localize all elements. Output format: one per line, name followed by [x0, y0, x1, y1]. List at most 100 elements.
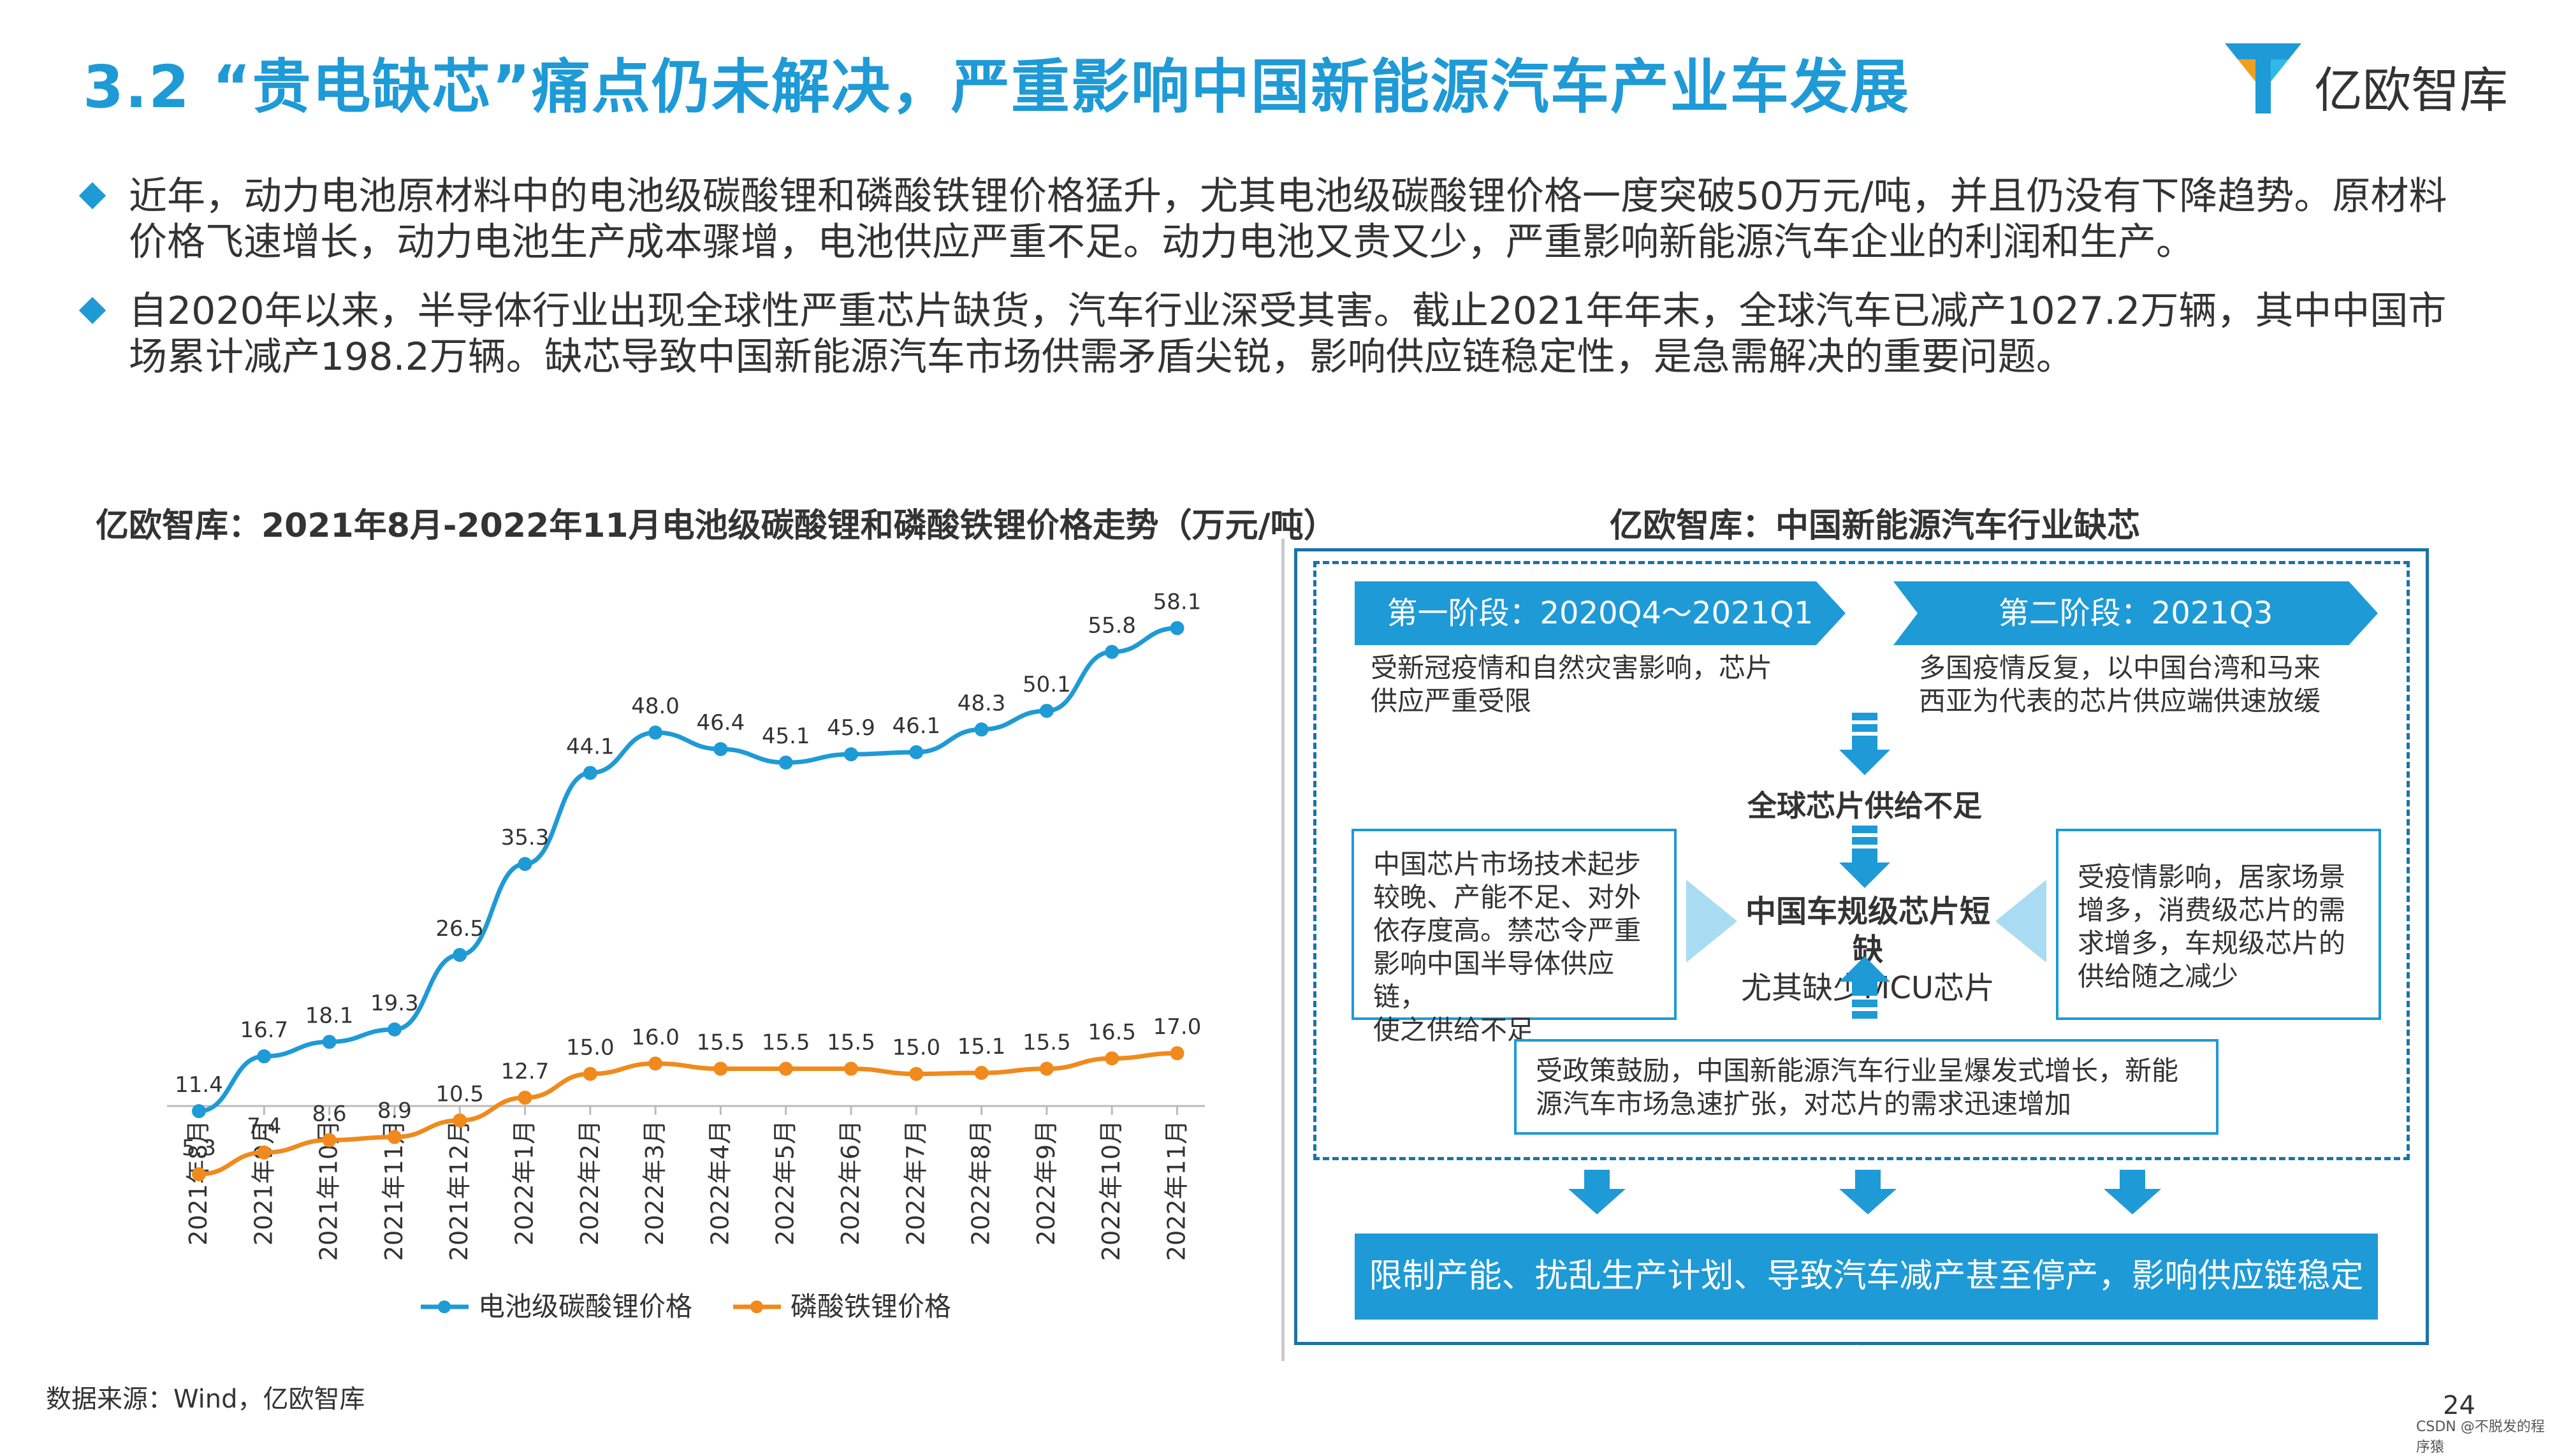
stage2-description: 多国疫情反复，以中国台湾和马来 西亚为代表的芯片供应端供速放缓	[1919, 652, 2321, 717]
down-arrow-icon	[1839, 713, 1890, 775]
x-tick-label: 2021年8月	[184, 1120, 212, 1246]
data-point	[1039, 1061, 1054, 1076]
legend-label: 磷酸铁锂价格	[790, 1291, 951, 1322]
data-label: 15.0	[892, 1035, 940, 1061]
left-cause-box: 中国芯片市场技术起步 较晚、产能不足、对外 依存度高。禁芯令严重 影响中国半导体…	[1352, 829, 1677, 1045]
data-point	[778, 1061, 793, 1076]
data-label: 11.4	[175, 1072, 223, 1098]
up-arrow-icon	[1839, 956, 1890, 1019]
diagram-dashed-frame	[1313, 561, 2410, 1160]
data-point	[387, 1130, 402, 1144]
data-label: 8.9	[377, 1098, 412, 1124]
x-tick-label: 2021年9月	[249, 1120, 277, 1246]
data-point	[583, 766, 597, 780]
data-label: 26.5	[435, 916, 484, 942]
data-label: 50.1	[1023, 672, 1071, 697]
bullet-text: 近年，动力电池原材料中的电池级碳酸锂和磷酸铁锂价格猛升，尤其电池级碳酸锂价格一度…	[129, 174, 2447, 265]
data-point	[1170, 621, 1184, 636]
x-tick-label: 2022年10月	[1097, 1120, 1125, 1261]
data-label: 48.0	[631, 694, 680, 719]
stage1-arrow: 第一阶段：2020Q4～2021Q1	[1355, 581, 1846, 645]
data-label: 35.3	[501, 825, 550, 850]
data-point	[257, 1049, 272, 1064]
logo: 亿欧智库	[2218, 37, 2508, 120]
down-arrow-icon	[1568, 1170, 1626, 1214]
data-label: 16.7	[240, 1017, 288, 1043]
data-point	[387, 1022, 402, 1037]
data-point	[778, 755, 793, 770]
price-trend-chart: 2021年8月 2021年9月 2021年10月 2021年11月 2021年12月 20…	[167, 589, 1205, 1322]
data-label: 15.5	[827, 1030, 875, 1056]
legend-marker	[438, 1300, 451, 1313]
chart-title: 亿欧智库：2021年8月-2022年11月电池级碳酸锂和磷酸铁锂价格走势（万元/…	[96, 507, 1337, 545]
x-tick-label: 2022年4月	[706, 1120, 734, 1246]
data-point	[1105, 644, 1119, 659]
data-point	[518, 857, 532, 871]
data-label: 7.4	[247, 1114, 281, 1139]
data-label: 8.6	[312, 1101, 347, 1126]
data-point	[974, 1065, 989, 1080]
bullet-item: 自2020年以来，半导体行业出现全球性严重芯片缺货，汽车行业深受其害。截止202…	[78, 288, 2480, 380]
data-label: 55.8	[1088, 613, 1136, 639]
data-label: 46.4	[697, 710, 745, 736]
bullet-text: 自2020年以来，半导体行业出现全球性严重芯片缺货，汽车行业深受其害。截止202…	[129, 289, 2447, 379]
data-source: 数据来源：Wind，亿欧智库	[46, 1385, 365, 1414]
x-tick-label: 2022年5月	[771, 1120, 799, 1246]
policy-demand-box: 受政策鼓励，中国新能源汽车行业呈爆发式增长，新能 源汽车市场急速扩张，对芯片的需…	[1514, 1039, 2218, 1135]
left-arrow-icon	[1995, 880, 2046, 963]
data-point	[713, 1061, 728, 1076]
section-divider	[1281, 539, 1285, 1361]
x-tick-label: 2022年7月	[901, 1120, 929, 1246]
data-point	[583, 1067, 597, 1081]
data-label: 12.7	[501, 1059, 550, 1084]
data-label: 16.0	[631, 1024, 680, 1050]
data-label: 46.1	[892, 713, 940, 739]
data-point	[192, 1167, 206, 1182]
legend-label: 电池级碳酸锂价格	[478, 1291, 692, 1322]
series-line	[198, 1051, 1177, 1177]
page-title: 3.2 “贵电缺芯”痛点仍未解决，严重影响中国新能源汽车产业车发展	[83, 53, 1910, 121]
data-label: 44.1	[566, 734, 615, 759]
data-point	[1105, 1051, 1119, 1066]
data-label: 17.0	[1153, 1014, 1202, 1040]
data-point	[322, 1133, 337, 1147]
logo-icon	[2225, 43, 2301, 113]
data-point	[844, 747, 858, 762]
csdn-watermark: CSDN @不脱发的程序猿	[2416, 1419, 2545, 1455]
diagram-title: 亿欧智库：中国新能源汽车行业缺芯	[1610, 507, 2141, 545]
diagram-frame	[1294, 548, 2429, 1345]
x-tick-label: 2022年11月	[1163, 1120, 1191, 1261]
logo-text: 亿欧智库	[2314, 62, 2508, 119]
x-tick-label: 2021年12月	[445, 1120, 473, 1261]
x-tick-label: 2022年1月	[511, 1120, 539, 1246]
data-label: 15.0	[566, 1035, 615, 1061]
stage1-description: 受新冠疫情和自然灾害影响，芯片 供应严重受限	[1371, 652, 1773, 717]
data-label: 15.5	[1023, 1030, 1071, 1056]
impact-result-bar: 限制产能、扰乱生产计划、导致汽车减产甚至停产，影响供应链稳定性	[1355, 1234, 2378, 1381]
x-tick-label: 2022年3月	[641, 1120, 669, 1246]
data-label: 10.5	[435, 1082, 484, 1107]
data-point	[322, 1035, 337, 1049]
data-point	[453, 1113, 467, 1128]
data-label: 18.1	[305, 1003, 354, 1028]
data-label: 5.3	[182, 1135, 216, 1161]
legend-marker	[750, 1300, 763, 1313]
stage2-arrow: 第二阶段：2021Q3	[1893, 581, 2378, 645]
right-cause-box: 受疫情影响，居家场景 增多，消费级芯片的需 求增多，车规级芯片的 供给随之减少	[2056, 829, 2381, 1020]
data-label: 19.3	[370, 991, 419, 1016]
bullet-item: 近年，动力电池原材料中的电池级碳酸锂和磷酸铁锂价格猛升，尤其电池级碳酸锂价格一度…	[78, 173, 2480, 265]
data-point	[453, 948, 467, 963]
data-point	[1039, 704, 1054, 718]
data-label: 58.1	[1153, 589, 1202, 615]
down-arrow-icon	[2104, 1170, 2161, 1214]
data-point	[713, 742, 728, 757]
data-point	[974, 722, 989, 737]
data-point	[648, 725, 663, 740]
center-shortage-title: 中国车规级芯片短缺	[1745, 894, 1990, 968]
data-point	[844, 1061, 858, 1076]
data-label: 15.5	[697, 1030, 745, 1056]
data-point	[192, 1104, 206, 1119]
data-point	[909, 1067, 924, 1081]
page-number: 24	[2443, 1391, 2475, 1420]
data-label: 45.9	[827, 715, 875, 741]
